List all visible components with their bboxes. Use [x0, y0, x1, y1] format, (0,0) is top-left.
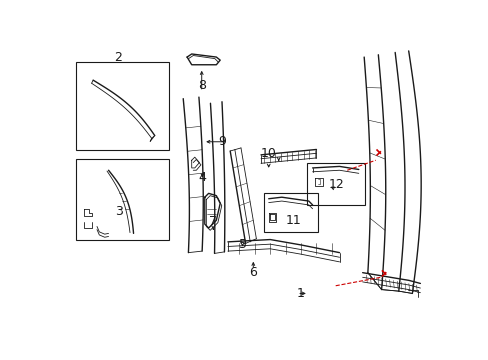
Text: 2: 2	[114, 50, 122, 64]
Text: 11: 11	[285, 214, 301, 227]
Text: 7: 7	[209, 215, 217, 228]
Bar	[76, 62, 168, 150]
Bar	[76, 159, 168, 239]
Text: 5: 5	[238, 238, 246, 251]
Text: 10: 10	[260, 147, 276, 160]
Text: 12: 12	[328, 177, 344, 190]
Text: 4: 4	[198, 171, 206, 184]
Bar	[306, 163, 364, 205]
Text: 3: 3	[114, 204, 122, 217]
Text: 9: 9	[218, 135, 226, 148]
Text: 8: 8	[197, 79, 205, 92]
Bar	[264, 193, 317, 232]
Text: 1: 1	[297, 287, 305, 300]
Text: 6: 6	[249, 266, 257, 279]
